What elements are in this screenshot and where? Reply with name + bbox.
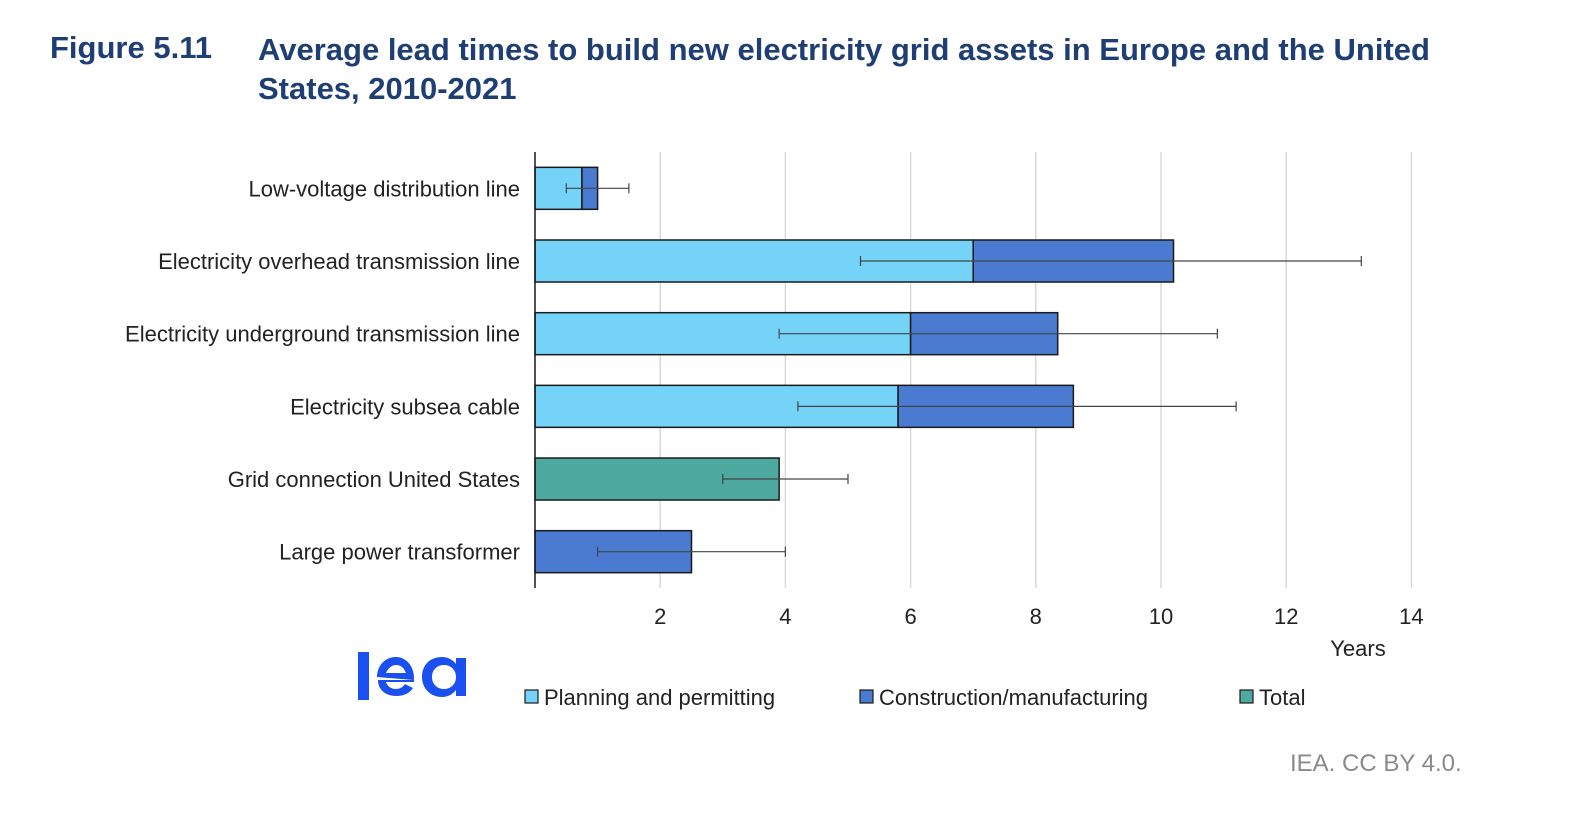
category-label: Low-voltage distribution line (249, 176, 521, 201)
x-tick-label: 2 (654, 604, 666, 629)
legend-swatch (1239, 689, 1254, 704)
category-label: Electricity underground transmission lin… (125, 322, 520, 347)
x-tick-label: 14 (1399, 604, 1423, 629)
error-bar (722, 474, 849, 485)
x-tick-label: 6 (904, 604, 916, 629)
error-bars (565, 183, 1362, 557)
category-label: Large power transformer (279, 540, 520, 565)
legend-item: Planning and permitting (524, 685, 775, 710)
category-label: Electricity subsea cable (290, 394, 520, 419)
legend-swatch (524, 689, 539, 704)
x-tick-label: 8 (1030, 604, 1042, 629)
grid-lines (659, 152, 1413, 588)
credit-line: IEA. CC BY 4.0. (1290, 750, 1462, 777)
error-bar (859, 256, 1362, 267)
legend: Planning and permitting Construction/manu… (524, 685, 1305, 710)
iea-logo (358, 652, 466, 700)
legend-swatch (859, 689, 874, 704)
legend-item: Total (1239, 685, 1305, 710)
legend-item: Construction/manufacturing (859, 685, 1148, 710)
error-bar (797, 401, 1237, 412)
category-label: Electricity overhead transmission line (158, 249, 520, 274)
error-bar (596, 546, 787, 557)
bars (534, 166, 1175, 574)
x-tick-label: 4 (779, 604, 791, 629)
figure-label: Figure 5.11 (50, 30, 212, 65)
legend-label: Planning and permitting (544, 685, 775, 710)
error-bar (778, 328, 1218, 339)
x-tick-label: 10 (1149, 604, 1173, 629)
x-axis-label: Years (1330, 636, 1385, 661)
figure-title: Average lead times to build new electric… (258, 32, 1430, 106)
x-tick-label: 12 (1274, 604, 1298, 629)
legend-label: Construction/manufacturing (879, 685, 1148, 710)
error-bar (565, 183, 630, 194)
axes: 2 4 6 8 10 12 14 Low-voltage distribution line E… (125, 152, 1424, 661)
legend-label: Total (1259, 685, 1305, 710)
category-label: Grid connection United States (228, 467, 520, 492)
